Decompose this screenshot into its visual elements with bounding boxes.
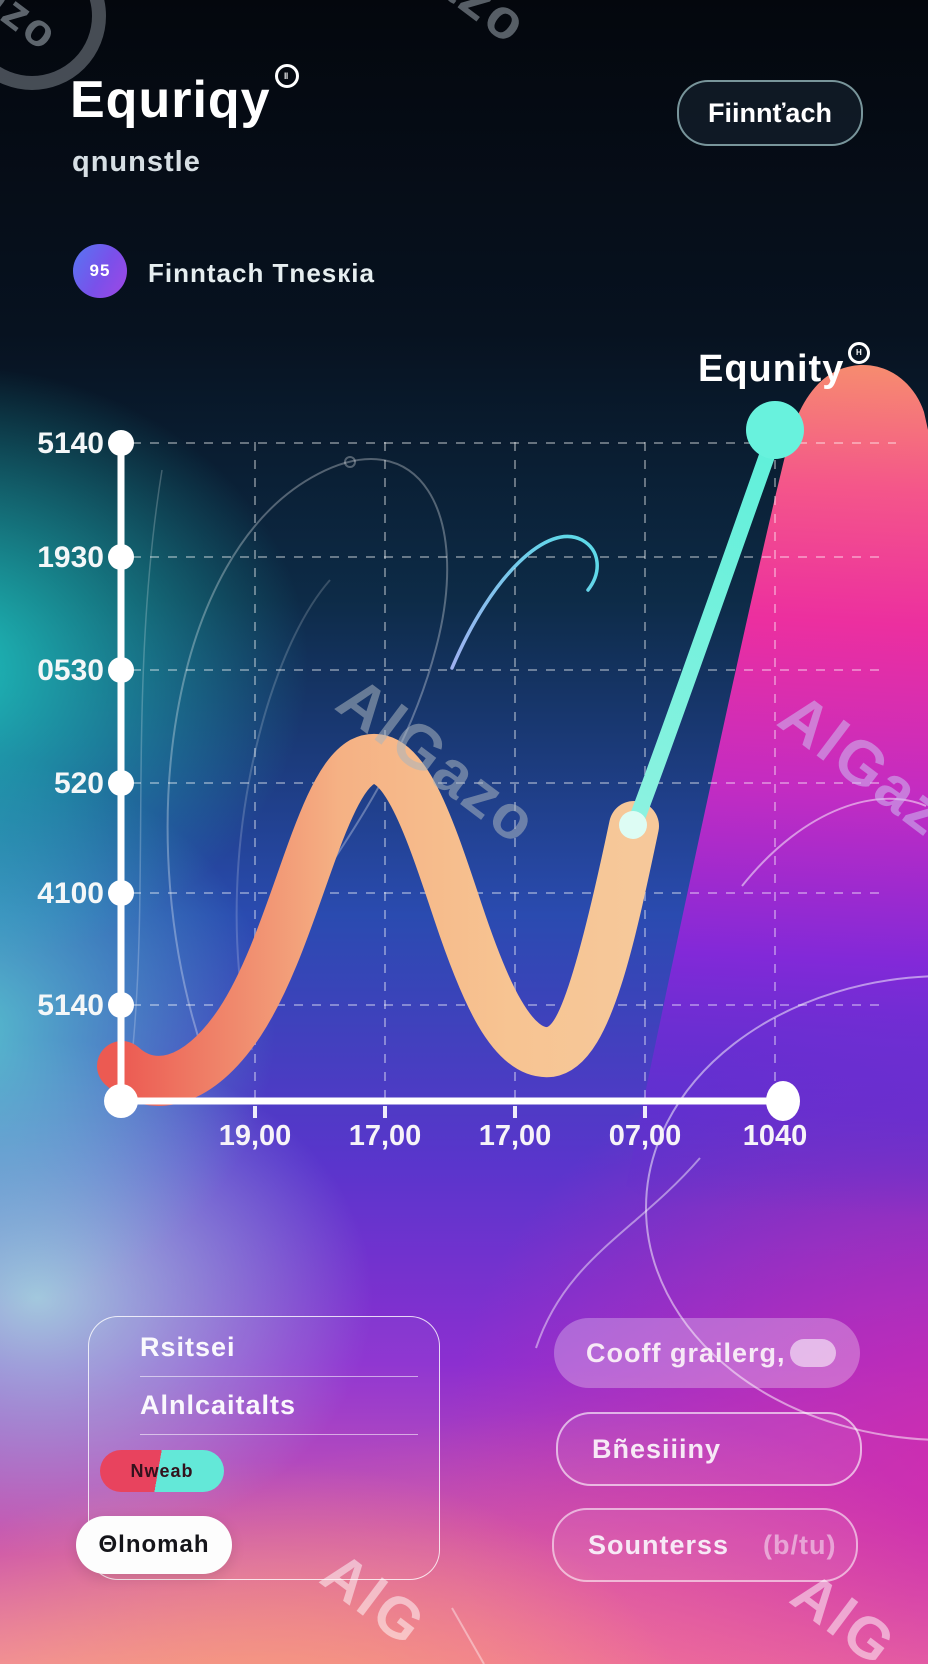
small-light-dot: [619, 811, 647, 839]
x-tick-label: 17,00: [348, 1120, 422, 1152]
x-tick-marks: [253, 1106, 647, 1118]
avatar-glyph: 95: [89, 261, 111, 280]
app-title: Equriqy ‖: [70, 64, 299, 130]
y-tick-label: 5140: [37, 427, 104, 460]
x-tick-label: 1040: [742, 1120, 808, 1152]
teal-highlight-series: [626, 428, 782, 834]
big-teal-dot: [746, 401, 804, 459]
x-tick-label: 19,00: [218, 1120, 292, 1152]
decor-arc-right: [741, 797, 927, 887]
profile-label: Finntach Tnesкia: [148, 258, 375, 288]
divider: [140, 1376, 418, 1377]
x-tick-label: 07,00: [608, 1120, 682, 1152]
header-cta-button[interactable]: Fiinnťach: [677, 80, 863, 146]
tertiary-button-suffix: (b/tu): [763, 1529, 837, 1560]
card-item-2[interactable]: Alnlcaitalts: [140, 1390, 297, 1420]
card-item-1[interactable]: Rsitsei: [140, 1332, 236, 1362]
decor-ellipse-bottom-right: [645, 975, 928, 1441]
primary-button[interactable]: Θlnomah: [76, 1516, 232, 1574]
tertiary-button[interactable]: Sounterss (b/tu): [552, 1508, 858, 1582]
toggle-pill[interactable]: Cooff grailerg,: [554, 1318, 860, 1388]
y-tick-label: 0530: [37, 654, 104, 687]
decor-speck: [344, 456, 356, 468]
x-tick-label: 17,00: [478, 1120, 552, 1152]
decor-line-bottom-left: [451, 1607, 485, 1664]
tag-pill[interactable]: Nweab: [100, 1450, 224, 1492]
decor-arc-gradient: [450, 534, 599, 670]
divider: [140, 1434, 418, 1435]
trademark-icon: ‖: [274, 64, 299, 88]
y-axis-dots: [108, 430, 134, 1018]
y-tick-label: 1930: [37, 541, 104, 574]
toggle-pill-label: Cooff grailerg,: [586, 1337, 786, 1368]
y-tick-label: 4100: [37, 877, 104, 910]
secondary-button[interactable]: Bñesiiiny: [556, 1412, 862, 1486]
axis-origin-dot: [104, 1084, 138, 1118]
avatar[interactable]: 95: [73, 244, 127, 298]
gradient-blob: [626, 365, 928, 1262]
trademark-icon: H: [848, 342, 871, 364]
axis-end-dot: [766, 1081, 800, 1121]
toggle-switch[interactable]: [790, 1339, 836, 1367]
chart-series-label: Equnity H: [698, 342, 871, 391]
decor-s-curve: [535, 1157, 701, 1349]
y-tick-label: 5140: [37, 989, 104, 1022]
ribbon-wave-series: [97, 734, 659, 1106]
app-subtitle: qnunstle: [72, 146, 201, 178]
grid-lines: [132, 442, 896, 1098]
decor-axis-hairline: [131, 469, 163, 1057]
y-tick-label: 520: [53, 767, 104, 800]
